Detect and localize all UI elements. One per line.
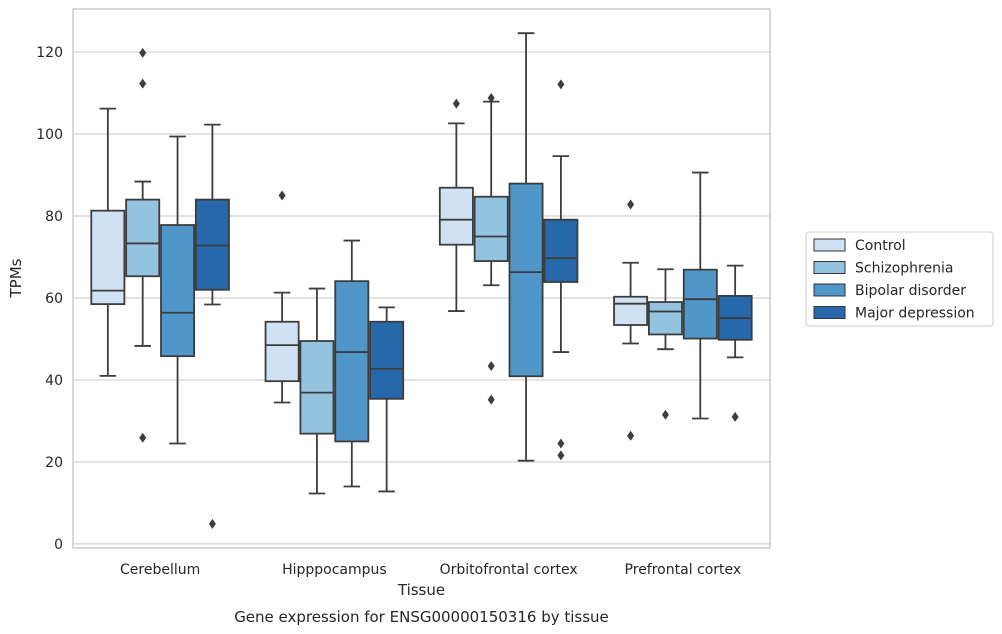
box-group <box>438 98 474 312</box>
outlier-point <box>208 518 216 529</box>
box <box>125 198 161 278</box>
box <box>508 182 544 378</box>
legend: Control Schizophrenia Bipolar disorder Majo… <box>805 231 994 327</box>
box-group <box>473 92 509 405</box>
box <box>647 301 683 336</box>
legend-frame <box>805 231 994 327</box>
legend-label: Control <box>855 238 906 254</box>
y-tick-label-60: 60 <box>45 291 63 307</box>
outlier-point <box>139 47 147 58</box>
x-tick-label: Prefrontal cortex <box>625 562 742 578</box>
plot-frame <box>72 8 771 549</box>
outlier-point <box>661 409 669 420</box>
x-axis-label: Tissue <box>397 581 445 599</box>
legend-label: Bipolar disorder <box>855 283 966 299</box>
x-tick-labels: Cerebellum Hipppocampus Orbitofrontal cort… <box>120 562 741 578</box>
legend-label: Major depression <box>855 306 975 322</box>
box-group <box>264 190 300 404</box>
legend-swatch <box>813 261 846 274</box>
box <box>543 218 579 283</box>
box <box>299 340 335 435</box>
y-tick-labels: 0 20 40 60 80 100 120 <box>36 45 63 553</box>
outlier-point <box>487 92 495 103</box>
box <box>369 320 405 400</box>
y-tick-label-0: 0 <box>54 537 63 553</box>
outlier-point <box>487 394 495 405</box>
y-axis-label: TPMs <box>7 258 25 298</box>
box-series <box>90 32 753 529</box>
box <box>160 224 196 358</box>
outlier-point <box>557 79 565 90</box>
box-group <box>299 287 335 495</box>
outlier-point <box>487 361 495 372</box>
outlier-point <box>278 190 286 201</box>
chart-caption: Gene expression for ENSG00000150316 by t… <box>234 608 609 626</box>
box <box>613 295 649 326</box>
box-group <box>682 171 718 420</box>
box-group <box>369 306 405 493</box>
legend-swatch <box>813 306 846 319</box>
x-tick-label: Orbitofrontal cortex <box>440 562 578 578</box>
outlier-point <box>139 432 147 443</box>
box-group <box>647 268 683 420</box>
y-tick-label-40: 40 <box>45 373 63 389</box>
box <box>473 195 509 262</box>
box-group <box>613 199 649 441</box>
outlier-point <box>557 438 565 449</box>
outlier-point <box>627 199 635 210</box>
box-group <box>125 47 161 443</box>
y-tick-label-80: 80 <box>45 209 63 225</box>
y-tick-label-120: 120 <box>36 45 63 61</box>
box <box>682 268 718 340</box>
box-group <box>717 264 753 422</box>
y-tick-label-100: 100 <box>36 127 63 143</box>
legend-label: Schizophrenia <box>855 261 953 277</box>
outlier-point <box>452 98 460 109</box>
x-tick-label: Hipppocampus <box>282 562 387 578</box>
outlier-point <box>557 450 565 461</box>
x-tick-label: Cerebellum <box>120 562 200 578</box>
outlier-point <box>139 78 147 89</box>
legend-swatch <box>813 283 846 297</box>
y-tick-label-20: 20 <box>45 455 63 471</box>
box-group <box>194 123 230 529</box>
outlier-point <box>731 411 739 422</box>
box-group <box>334 239 370 488</box>
box-group <box>543 79 579 461</box>
box <box>264 320 300 383</box>
box-group <box>90 107 126 377</box>
box <box>438 186 474 246</box>
outlier-point <box>627 430 635 441</box>
box-group <box>160 135 196 445</box>
box-group <box>508 32 544 462</box>
box <box>334 280 370 443</box>
box <box>90 209 126 306</box>
legend-swatch <box>813 238 846 252</box>
